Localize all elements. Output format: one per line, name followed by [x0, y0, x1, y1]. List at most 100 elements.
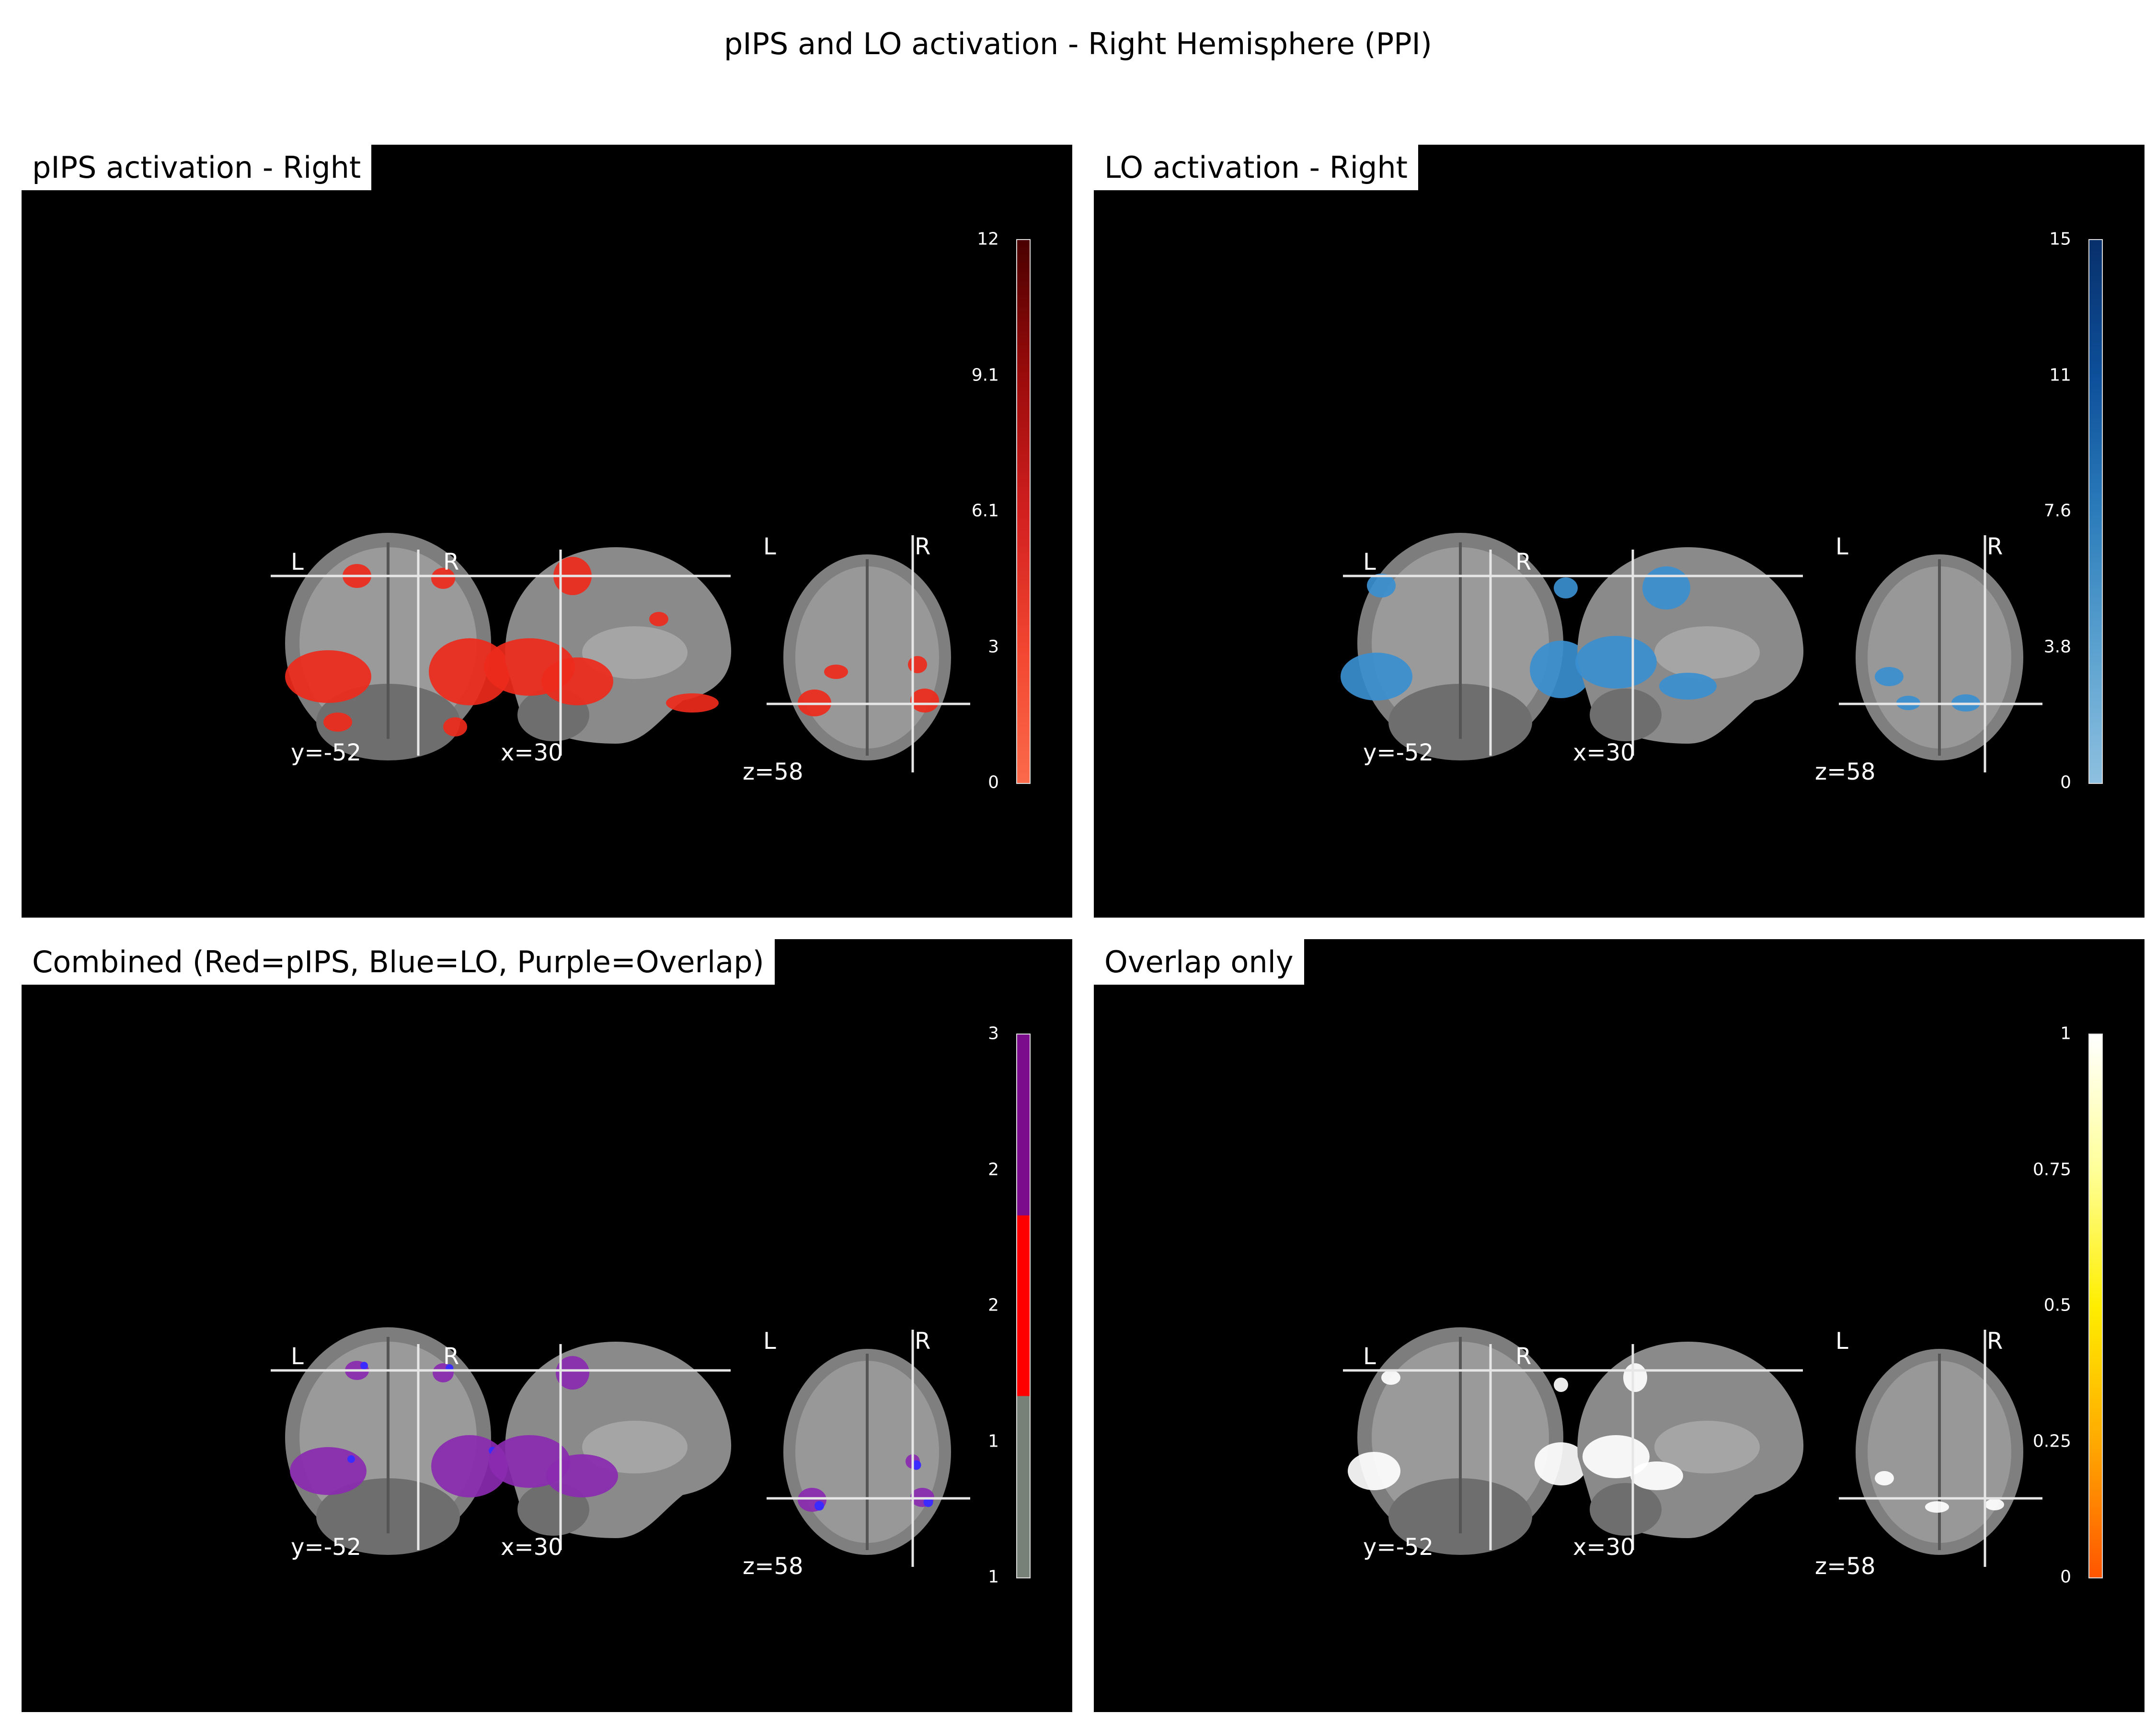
- activation-blob: [1348, 1452, 1400, 1490]
- orientation-left: L: [291, 549, 304, 575]
- orientation-right: R: [1515, 549, 1531, 575]
- panel-title: LO activation - Right: [1094, 145, 1418, 190]
- colorbar-tick: 7.6: [2043, 501, 2071, 521]
- activation-blob: [541, 657, 613, 705]
- panel-combined: Combined (Red=pIPS, Blue=LO, Purple=Over…: [22, 939, 1072, 1712]
- activation-blob: [824, 665, 848, 679]
- activation-blob: [1642, 566, 1690, 610]
- orientation-left: L: [1835, 1328, 1848, 1355]
- activation-blob: [556, 1356, 589, 1390]
- activation-blob: [1535, 1442, 1587, 1485]
- orientation-left: L: [1363, 1343, 1376, 1370]
- colorbar-tick: 2: [988, 1160, 999, 1179]
- activation-blob: [1623, 1363, 1647, 1392]
- activation-blob: [1575, 636, 1657, 689]
- activation-blob: [323, 713, 352, 732]
- slice-label-axial: z=58: [743, 759, 803, 785]
- colorbar-gradient: [2088, 1034, 2103, 1578]
- activation-blob: [1659, 673, 1717, 700]
- slice-label-axial: z=58: [1815, 759, 1876, 785]
- coronal-slice: [1348, 1327, 1587, 1555]
- colorbar-tick: 6.1: [971, 501, 999, 521]
- activation-blob: [1530, 641, 1592, 698]
- sagittal-cerebellum: [1590, 1483, 1662, 1536]
- orientation-right: R: [443, 1343, 459, 1370]
- slice-label-coronal: y=-52: [1363, 1534, 1434, 1561]
- axial-slice: [783, 554, 951, 760]
- colorbar-tick: 1: [988, 1567, 999, 1587]
- activation-blob: [923, 1497, 933, 1507]
- axial-slice: [1856, 1349, 2023, 1555]
- panel-title: Combined (Red=pIPS, Blue=LO, Purple=Over…: [22, 939, 775, 985]
- activation-blob: [1630, 1461, 1683, 1490]
- corpus-callosum: [1654, 626, 1760, 679]
- activation-blob: [285, 650, 371, 703]
- slice-label-sagittal: x=30: [1573, 739, 1635, 766]
- panel-title: Overlap only: [1094, 939, 1304, 985]
- activation-blob: [290, 1447, 367, 1495]
- slice-label-axial: z=58: [743, 1553, 803, 1580]
- corpus-callosum: [582, 1421, 688, 1473]
- slice-label-coronal: y=-52: [1363, 739, 1434, 766]
- brain-slices: y=-52 x=30 z=58 L R L R: [271, 1327, 970, 1580]
- orientation-right: R: [1987, 533, 2003, 560]
- orientation-left: L: [291, 1343, 304, 1370]
- corpus-callosum: [582, 626, 688, 679]
- panel-lo: LO activation - Right y=-52 x=30 z=58 L R L R …: [1094, 145, 2145, 918]
- colorbar-tick: 3: [988, 637, 999, 656]
- colorbar-tick: 0: [988, 772, 999, 793]
- slice-label-coronal: y=-52: [291, 739, 361, 766]
- slice-label-axial: z=58: [1815, 1553, 1876, 1580]
- activation-blob: [649, 612, 668, 626]
- colorbar-tick: 0.25: [2032, 1431, 2071, 1451]
- slice-label-coronal: y=-52: [291, 1534, 361, 1561]
- corpus-callosum: [1654, 1421, 1760, 1473]
- activation-blob: [1554, 577, 1578, 598]
- orientation-left: L: [1363, 549, 1376, 575]
- figure-title: pIPS and LO activation - Right Hemispher…: [723, 26, 1432, 61]
- activation-blob: [910, 689, 939, 713]
- colorbar-tick: 11: [2049, 365, 2071, 385]
- colorbar-tick: 1: [2060, 1024, 2071, 1044]
- activation-blob: [814, 1501, 824, 1511]
- colorbar-tick: 3.8: [2043, 637, 2071, 656]
- orientation-right: R: [443, 549, 459, 575]
- colorbar: 12 9.1 6.1 3 0: [972, 230, 1031, 793]
- activation-blob: [1875, 1471, 1894, 1485]
- activation-blob: [1875, 667, 1904, 686]
- axial-slice: [1856, 554, 2023, 760]
- orientation-right: R: [915, 1328, 930, 1355]
- activation-blob: [546, 1454, 618, 1497]
- colorbar: 3 2 2 1 1: [988, 1024, 1031, 1587]
- orientation-right: R: [1987, 1328, 2003, 1355]
- activation-blob: [1985, 1499, 2004, 1510]
- coronal-slice: [285, 1327, 508, 1555]
- colorbar-gradient: [2088, 239, 2103, 784]
- activation-blob: [443, 717, 467, 736]
- panel-title: pIPS activation - Right: [22, 145, 372, 190]
- activation-blob: [666, 693, 719, 713]
- orientation-right: R: [915, 533, 930, 560]
- colorbar: 15 11 7.6 3.8 0: [2044, 230, 2103, 793]
- colorbar-gradient: [1016, 239, 1031, 784]
- coronal-slice: [1341, 533, 1592, 760]
- sagittal-cerebellum: [1590, 689, 1662, 741]
- brain-slices: y=-52 x=30 z=58 L R L R: [1341, 533, 2042, 785]
- colorbar-tick: 2: [988, 1295, 999, 1315]
- colorbar: 1 0.75 0.5 0.25 0: [2033, 1024, 2103, 1587]
- colorbar-tick: 15: [2049, 229, 2071, 249]
- activation-blob: [347, 1455, 355, 1463]
- activation-blob: [431, 568, 455, 589]
- activation-blob: [1925, 1501, 1949, 1513]
- panel-pips: pIPS activation - Right y=-52 x=30 z=58 L R L…: [22, 145, 1072, 918]
- activation-blob: [1367, 574, 1396, 598]
- orientation-right: R: [1515, 1343, 1531, 1370]
- colorbar-tick: 1: [988, 1431, 999, 1451]
- slice-label-sagittal: x=30: [1573, 1534, 1635, 1561]
- colorbar-tick: 0.75: [2032, 1160, 2071, 1179]
- activation-blob: [1554, 1378, 1568, 1392]
- colorbar-tick: 9.1: [971, 365, 999, 385]
- activation-blob: [1341, 653, 1412, 701]
- axial-slice: [783, 1349, 951, 1555]
- slice-label-sagittal: x=30: [501, 739, 563, 766]
